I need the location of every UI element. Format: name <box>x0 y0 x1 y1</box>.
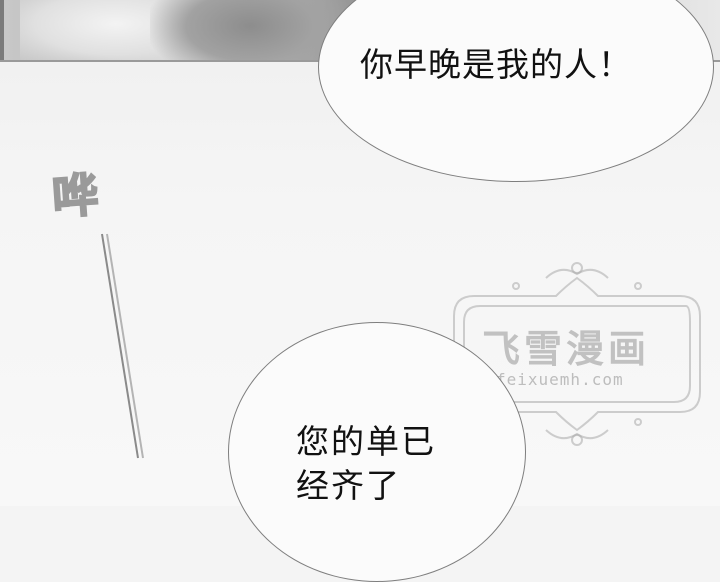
sound-effect-text: 哗 <box>49 166 101 225</box>
watermark-ornament <box>453 262 701 446</box>
speed-line <box>96 230 156 474</box>
speech-bubble-bottom-text: 您的单已 经齐了 <box>296 420 496 508</box>
speech-bubble-bottom-line-1: 您的单已 <box>296 422 436 461</box>
watermark-url: feixuemh.com <box>496 370 624 389</box>
speech-bubble-bottom-line-2: 经齐了 <box>296 466 401 505</box>
watermark-frame <box>446 256 708 452</box>
speech-bubble-top-text: 你早晚是我的人！ <box>360 45 632 84</box>
speech-bubble-top <box>318 0 714 182</box>
speed-line-graphic <box>101 233 144 459</box>
watermark-title: 飞雪漫画 <box>482 327 651 371</box>
panel-frame-left <box>0 0 4 62</box>
panel-shadow <box>150 0 350 62</box>
